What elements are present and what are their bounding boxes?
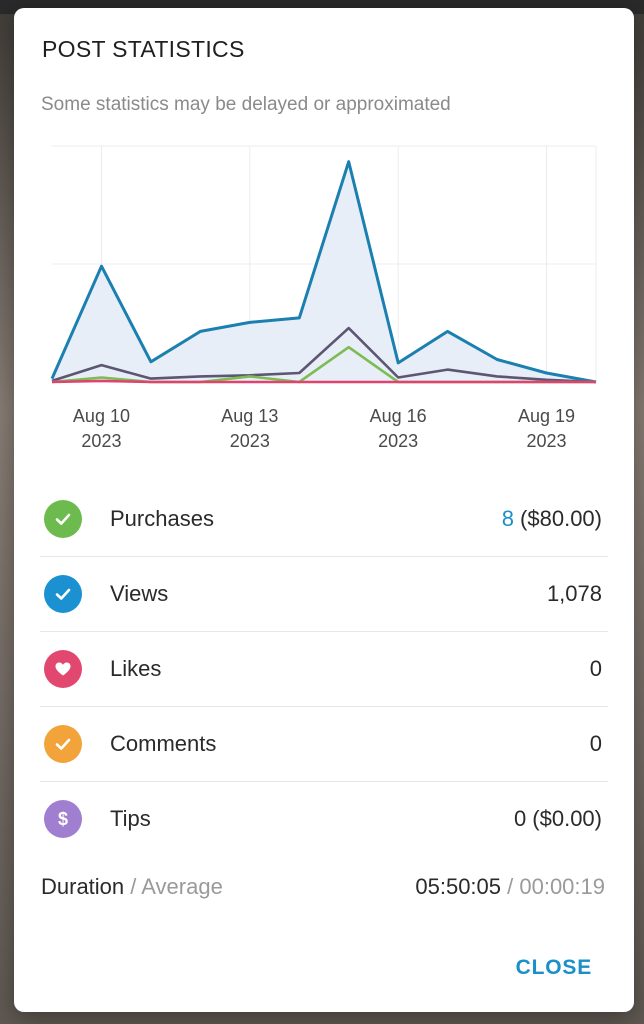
x-tick-label-year: 2023 <box>378 431 419 451</box>
statistics-chart <box>50 145 597 384</box>
svg-text:$: $ <box>58 809 68 829</box>
stat-row-comments: Comments 0 <box>40 707 608 782</box>
heart-icon <box>44 650 82 688</box>
x-tick-label-year: 2023 <box>526 431 567 451</box>
stat-value-text: 0 <box>589 731 602 756</box>
series-line-tips <box>51 379 596 384</box>
duration-label-separator: / <box>124 874 142 899</box>
stat-row-tips: $ Tips 0 ($0.00) <box>40 782 608 856</box>
stat-label: Tips <box>110 806 151 831</box>
dialog-title: POST STATISTICS <box>42 36 245 62</box>
x-tick-label-date: Aug 16 <box>369 406 427 426</box>
duration-label: Duration <box>41 874 125 899</box>
stat-row-likes: Likes 0 <box>40 632 608 707</box>
duration-average-label: Average <box>141 874 223 899</box>
duration-value-separator: / <box>501 874 520 899</box>
stats-list: Purchases 8 ($80.00) Views 1,078 Likes 0 Comme… <box>40 482 608 856</box>
stat-row-purchases: Purchases 8 ($80.00) <box>40 482 608 557</box>
stat-value-text: 1,078 <box>546 581 602 606</box>
dialog-subtitle: Some statistics may be delayed or approx… <box>41 94 451 115</box>
dollar-icon: $ <box>44 800 82 838</box>
stat-value: 1,078 <box>547 581 602 607</box>
series-line-views <box>50 160 597 384</box>
check-icon <box>44 575 82 613</box>
stat-value: 0 <box>590 731 602 757</box>
x-tick-label-year: 2023 <box>81 431 122 451</box>
series-line-purchases <box>51 326 597 384</box>
stat-value: 0 ($0.00) <box>514 806 602 832</box>
duration-average-value: 00:00:19 <box>519 874 605 899</box>
duration-values: 05:50:05 / 00:00:19 <box>415 874 605 900</box>
stat-value: 8 ($80.00) <box>502 506 602 532</box>
duration-value: 05:50:05 <box>415 874 502 899</box>
x-tick-label: Aug 10 2023 <box>56 404 146 454</box>
stat-value-count: 8 <box>501 506 514 531</box>
stat-value-text: 0 <box>589 656 602 681</box>
stat-row-views: Views 1,078 <box>40 557 608 632</box>
stat-value: 0 <box>590 656 602 682</box>
stat-label: Purchases <box>110 506 214 531</box>
check-icon <box>44 500 82 538</box>
stat-label: Views <box>110 581 169 606</box>
x-tick-label: Aug 19 2023 <box>502 404 592 454</box>
stat-label: Comments <box>110 731 217 756</box>
x-tick-label-year: 2023 <box>229 431 270 451</box>
x-tick-label-date: Aug 13 <box>221 406 279 426</box>
x-tick-label: Aug 13 2023 <box>205 404 295 454</box>
stat-label: Likes <box>110 656 162 681</box>
check-icon <box>44 725 82 763</box>
x-tick-label: Aug 16 2023 <box>353 404 443 454</box>
x-tick-label-date: Aug 19 <box>518 406 576 426</box>
x-tick-label-date: Aug 10 <box>72 406 130 426</box>
stat-value-text: 0 ($0.00) <box>513 806 602 831</box>
close-button[interactable]: CLOSE <box>515 956 592 979</box>
duration-row: Duration / Average 05:50:05 / 00:00:19 <box>41 874 607 900</box>
series-area-views <box>52 161 596 382</box>
stat-value-text: ($80.00) <box>513 506 602 531</box>
post-statistics-dialog: POST STATISTICS Some statistics may be d… <box>14 8 634 1012</box>
